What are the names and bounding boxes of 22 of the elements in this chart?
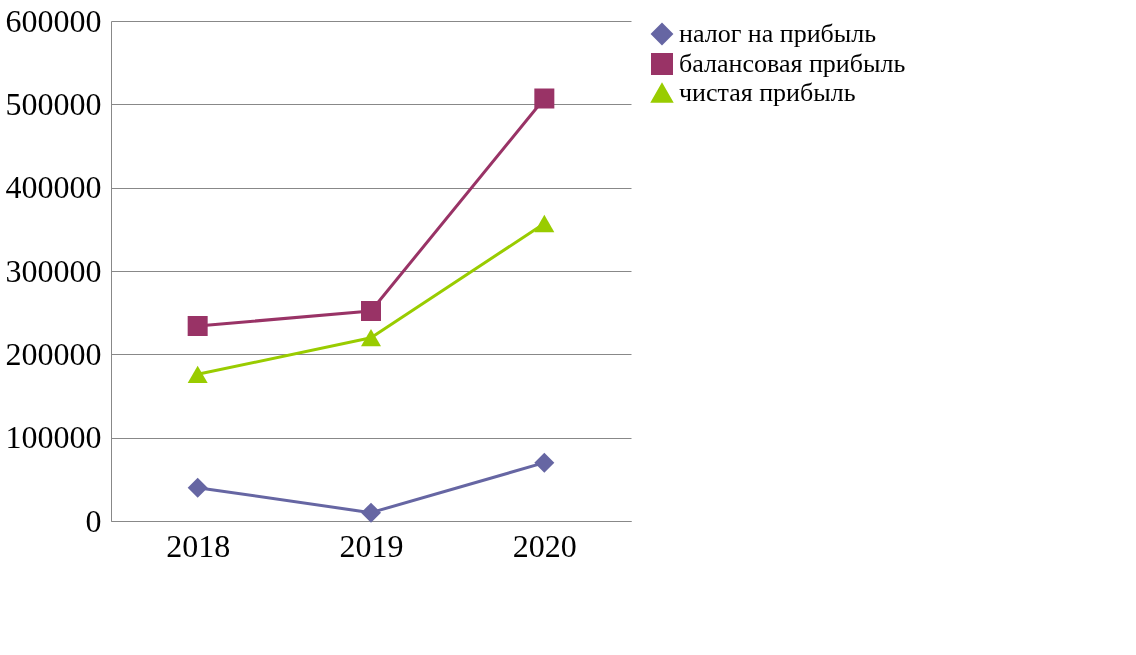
point <box>534 88 555 109</box>
y-tick-label: 200000 <box>5 335 102 372</box>
point <box>187 365 208 383</box>
legend-label: балансовая прибыль <box>679 49 906 78</box>
y-tick-label: 300000 <box>5 252 102 289</box>
point <box>361 301 381 321</box>
y-tick-label: 500000 <box>5 85 102 122</box>
x-tick-label: 2019 <box>339 527 404 564</box>
y-tick-label: 0 <box>85 502 102 539</box>
legend-label: налог на прибыль <box>679 19 877 48</box>
point <box>361 329 381 347</box>
point <box>534 214 555 233</box>
point <box>187 316 208 336</box>
point <box>187 477 208 498</box>
point <box>361 502 381 523</box>
x-tick-label: 2020 <box>512 527 577 564</box>
legend-label: чистая прибыль <box>679 78 856 107</box>
y-tick-label: 100000 <box>5 419 102 456</box>
y-tick-label: 400000 <box>5 169 102 206</box>
point <box>534 452 555 473</box>
y-tick-label: 600000 <box>5 2 102 39</box>
x-tick-label: 2018 <box>166 527 231 564</box>
